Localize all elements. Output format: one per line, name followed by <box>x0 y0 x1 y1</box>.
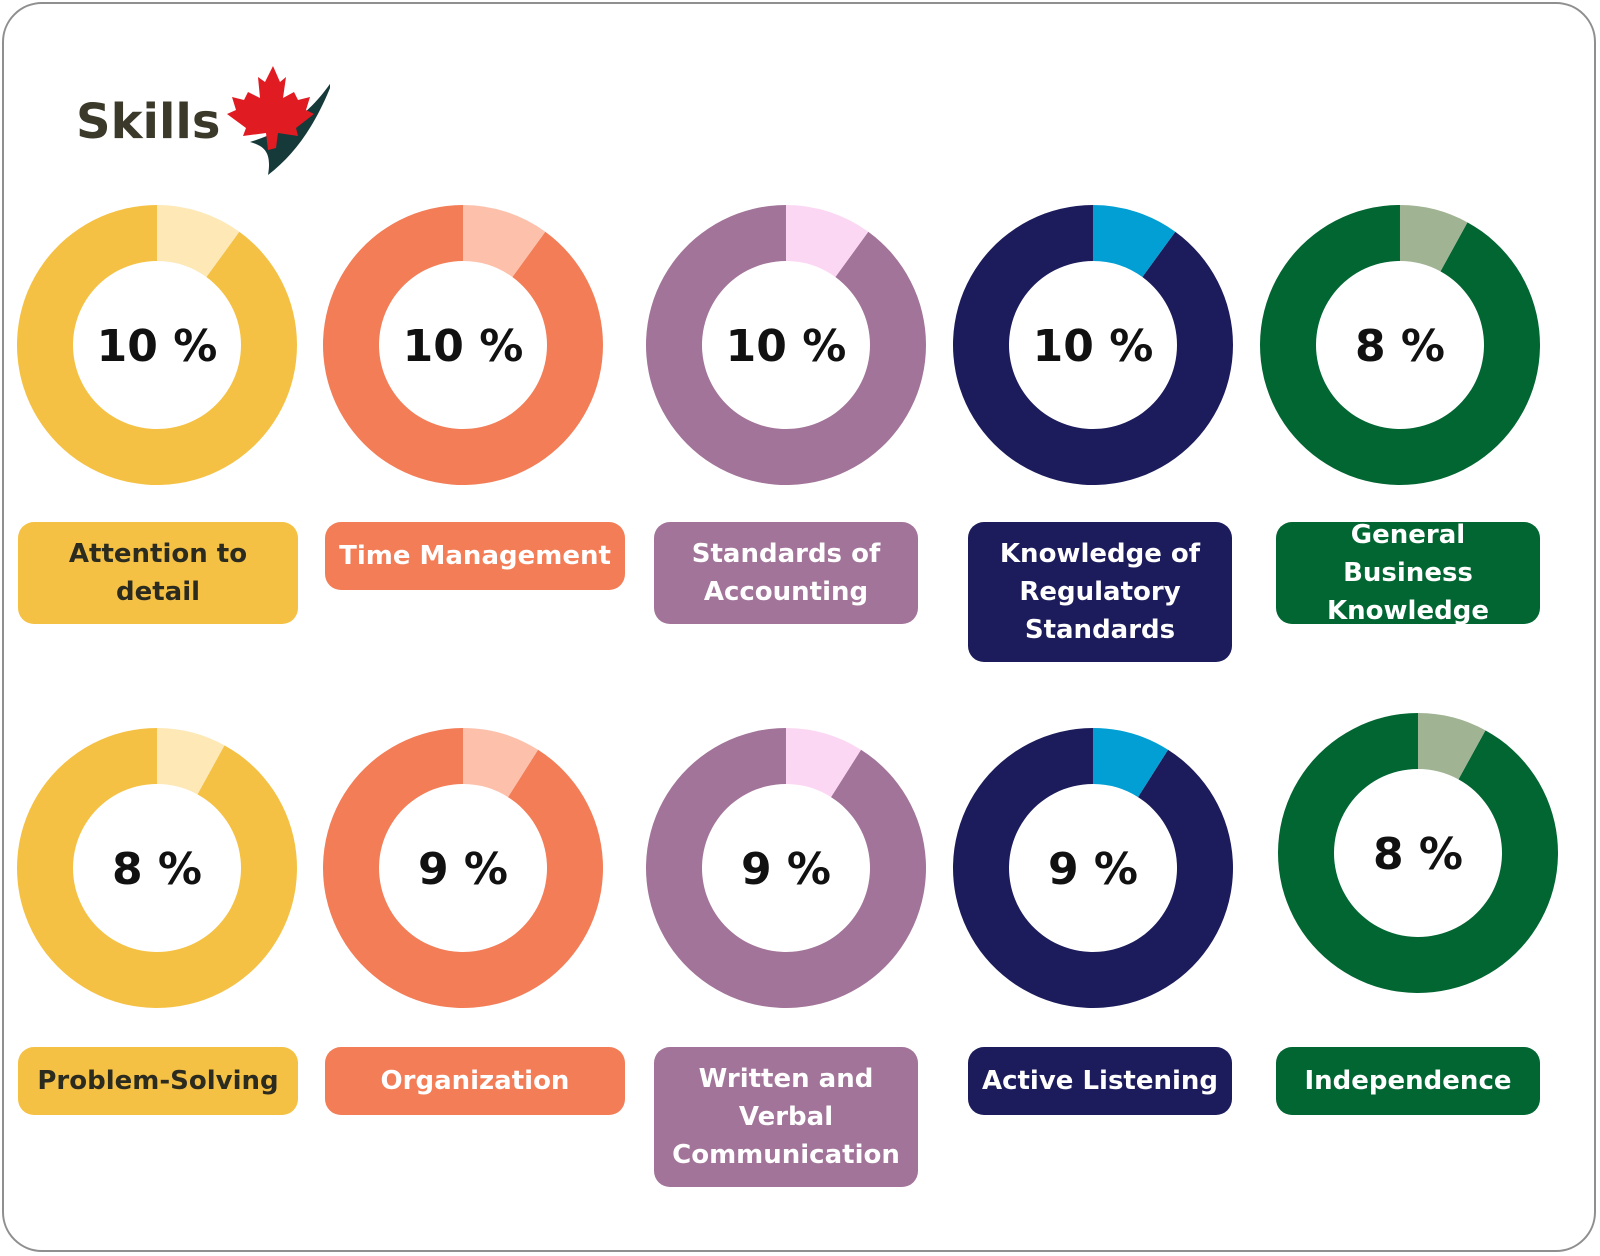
donut-remainder-slice <box>1278 713 1558 993</box>
donut-chart: 10 % <box>646 205 926 486</box>
donut-value-label: 10 % <box>97 321 218 372</box>
donut-remainder-slice <box>322 728 603 1008</box>
donut-remainder-slice <box>323 205 603 486</box>
donut-chart: 8 % <box>1260 205 1541 485</box>
donut-value-label: 9 % <box>418 844 508 895</box>
donut-remainder-slice <box>1260 205 1541 485</box>
donut-value-label: 8 % <box>1373 829 1463 880</box>
donut-value-label: 8 % <box>112 844 202 895</box>
donut-value-slice <box>786 728 862 798</box>
donut-value-slice <box>1093 728 1169 798</box>
skill-label: Standards of Accounting <box>654 522 918 624</box>
donut-value-label: 10 % <box>403 321 524 372</box>
maple-leaf-logo-icon <box>227 66 330 175</box>
donut-chart: 9 % <box>953 728 1234 1009</box>
donut-value-label: 9 % <box>741 844 831 895</box>
skill-label: Attention to detail <box>18 522 298 624</box>
skill-label: Active Listening <box>968 1047 1232 1115</box>
donut-value-slice <box>463 728 539 798</box>
skill-label: Problem-Solving <box>18 1047 298 1115</box>
donut-value-label: 10 % <box>1033 321 1154 372</box>
page-title: Skills <box>76 94 221 150</box>
donut-chart: 9 % <box>322 728 603 1008</box>
donut-value-slice <box>157 205 240 278</box>
donut-chart: 9 % <box>646 728 927 1008</box>
donut-chart: 10 % <box>16 205 298 486</box>
donut-chart: 10 % <box>952 205 1233 486</box>
donut-remainder-slice <box>16 728 297 1008</box>
skill-label: Written and Verbal Communication <box>654 1047 918 1187</box>
donut-remainder-slice <box>952 205 1233 486</box>
skill-label: General Business Knowledge <box>1276 520 1540 626</box>
maple-leaf-icon <box>227 66 314 150</box>
donut-remainder-slice <box>953 728 1234 1009</box>
donut-chart: 8 % <box>16 728 297 1008</box>
donut-remainder-slice <box>646 728 927 1008</box>
skill-label: Organization <box>325 1047 625 1115</box>
donut-value-slice <box>157 728 225 795</box>
skill-label: Knowledge of Regulatory Standards <box>968 522 1232 662</box>
donut-value-slice <box>463 205 546 278</box>
skill-label: Independence <box>1276 1047 1540 1115</box>
donut-value-slice <box>1400 205 1468 272</box>
donut-value-slice <box>786 205 869 278</box>
donut-value-slice <box>1418 713 1486 780</box>
donut-remainder-slice <box>16 205 298 486</box>
donut-value-label: 8 % <box>1355 321 1445 372</box>
donut-remainder-slice <box>646 205 926 486</box>
donut-value-label: 9 % <box>1048 844 1138 895</box>
skill-label: Time Management <box>325 522 625 590</box>
donut-value-label: 10 % <box>726 321 847 372</box>
donut-chart: 8 % <box>1278 713 1558 993</box>
donut-value-slice <box>1093 205 1176 278</box>
donut-chart: 10 % <box>323 205 603 486</box>
